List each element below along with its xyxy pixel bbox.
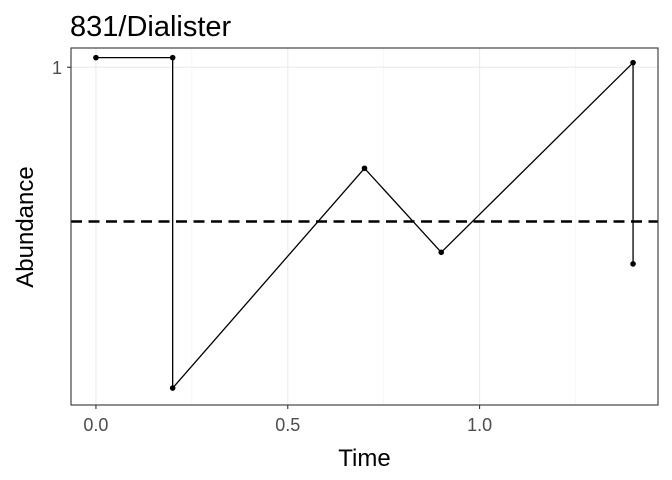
data-point	[361, 165, 368, 172]
y-tick-label: 1	[52, 58, 62, 78]
series-line	[95, 56, 634, 389]
data-point	[93, 54, 99, 61]
series-layer	[93, 54, 636, 391]
y-axis-ticks: 1	[52, 58, 71, 78]
x-tick-label: 0.5	[275, 415, 300, 435]
x-axis-ticks: 0.0 0.5 1.0	[83, 405, 492, 435]
x-tick-label: 0.0	[83, 415, 108, 435]
data-point	[169, 385, 176, 391]
chart-title: 831/Dialister	[70, 11, 232, 43]
data-point	[169, 54, 176, 61]
y-axis-label: Abundance	[12, 166, 39, 287]
x-tick-label: 1.0	[467, 415, 492, 435]
data-point	[630, 59, 636, 66]
x-axis-label: Time	[338, 445, 390, 472]
data-point	[438, 249, 445, 256]
plot-panel-border	[70, 47, 659, 406]
minor-grid	[191, 48, 576, 405]
data-point	[630, 261, 636, 267]
major-grid	[71, 48, 658, 405]
